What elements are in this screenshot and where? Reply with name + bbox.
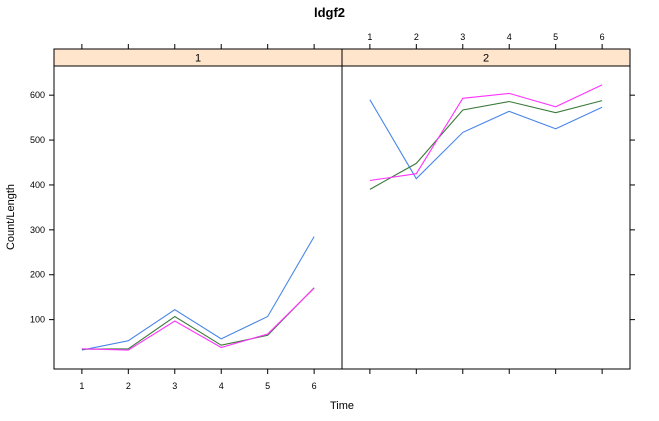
- y-tick-label: 600: [30, 90, 45, 100]
- x-tick-label-top: 3: [460, 32, 465, 42]
- y-tick-label: 500: [30, 135, 45, 145]
- chart-title: ldgf2: [314, 5, 345, 20]
- x-tick-label-top: 4: [507, 32, 512, 42]
- panel-frame-2: [341, 65, 631, 370]
- x-tick-label: 5: [265, 381, 270, 391]
- x-tick-label-top: 6: [600, 32, 605, 42]
- series-line-panel1-3: [81, 287, 315, 351]
- y-tick-label: 200: [30, 270, 45, 280]
- x-tick-label: 3: [172, 381, 177, 391]
- x-tick-label: 2: [126, 381, 131, 391]
- x-axis-label: Time: [330, 400, 354, 412]
- series-line-panel1-2: [81, 287, 315, 350]
- x-tick-label-top: 5: [553, 32, 558, 42]
- series-line-panel2-3: [369, 84, 603, 182]
- y-tick-label: 100: [30, 315, 45, 325]
- panel-frame-1: [53, 65, 343, 370]
- panel-strip-label-2: 2: [483, 53, 489, 65]
- x-tick-label-top: 2: [414, 32, 419, 42]
- series-line-panel1-1: [81, 236, 315, 351]
- series-line-panel2-1: [369, 99, 603, 180]
- panel-2: 2 1 2 3 4 5 6: [341, 32, 635, 374]
- y-tick-label: 300: [30, 225, 45, 235]
- panel-strip-label-1: 1: [195, 53, 201, 65]
- x-tick-label: 6: [312, 381, 317, 391]
- x-tick-label: 1: [79, 381, 84, 391]
- y-axis-label: Count/Length: [5, 184, 17, 250]
- x-tick-label: 4: [219, 381, 224, 391]
- panel-1: 1 1 2 3 4 5 6 100 200 300 400 500 600: [30, 44, 343, 391]
- x-tick-label-top: 1: [367, 32, 372, 42]
- series-line-panel2-2: [369, 100, 603, 190]
- plot-layer: 1 1 2 3 4 5 6 100 200 300 400 500 600 2 1 2 3 4 5 6: [30, 32, 635, 391]
- y-tick-label: 400: [30, 180, 45, 190]
